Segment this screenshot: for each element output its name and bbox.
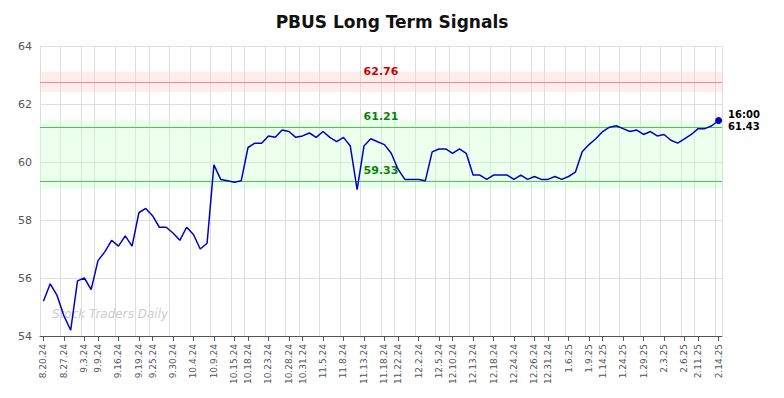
svg-text:2.6.25: 2.6.25 <box>679 344 689 373</box>
svg-text:PBUS Long Term Signals: PBUS Long Term Signals <box>276 12 509 32</box>
svg-text:12.13.24: 12.13.24 <box>468 344 478 384</box>
svg-text:10.15.24: 10.15.24 <box>229 344 239 384</box>
svg-text:60: 60 <box>18 156 32 169</box>
svg-text:9.19.24: 9.19.24 <box>134 344 144 379</box>
svg-text:54: 54 <box>18 330 32 343</box>
svg-text:8.20.24: 8.20.24 <box>38 344 48 379</box>
svg-text:9.30.24: 9.30.24 <box>168 344 178 379</box>
svg-text:8.27.24: 8.27.24 <box>59 344 69 379</box>
svg-text:12.31.24: 12.31.24 <box>543 344 553 384</box>
svg-text:61.43: 61.43 <box>728 121 760 132</box>
svg-text:Stock Traders Daily: Stock Traders Daily <box>52 307 169 321</box>
svg-text:1.24.25: 1.24.25 <box>618 344 628 378</box>
svg-text:10.28.24: 10.28.24 <box>284 344 294 384</box>
svg-text:10.9.24: 10.9.24 <box>209 344 219 379</box>
svg-text:62.76: 62.76 <box>364 65 399 78</box>
svg-text:9.3.24: 9.3.24 <box>79 344 89 373</box>
svg-text:11.13.24: 11.13.24 <box>359 344 369 384</box>
svg-text:9.25.24: 9.25.24 <box>148 344 158 379</box>
svg-text:12.26.24: 12.26.24 <box>529 344 539 384</box>
svg-text:10.18.24: 10.18.24 <box>243 344 253 384</box>
svg-text:61.21: 61.21 <box>364 110 399 123</box>
svg-text:11.18.24: 11.18.24 <box>379 344 389 384</box>
svg-text:1.9.25: 1.9.25 <box>584 344 594 373</box>
svg-text:12.18.24: 12.18.24 <box>489 344 499 384</box>
svg-text:11.8.24: 11.8.24 <box>338 344 348 379</box>
svg-text:10.4.24: 10.4.24 <box>188 344 198 379</box>
svg-text:58: 58 <box>18 214 32 227</box>
svg-text:2.3.25: 2.3.25 <box>659 344 669 373</box>
svg-text:1.14.25: 1.14.25 <box>598 344 608 378</box>
svg-text:10.23.24: 10.23.24 <box>263 344 273 384</box>
svg-text:1.6.25: 1.6.25 <box>564 344 574 373</box>
svg-text:12.5.24: 12.5.24 <box>434 344 444 379</box>
svg-text:9.16.24: 9.16.24 <box>113 344 123 379</box>
svg-text:2.14.25: 2.14.25 <box>714 344 724 378</box>
svg-text:12.2.24: 12.2.24 <box>414 344 424 379</box>
svg-text:2.11.25: 2.11.25 <box>693 344 703 378</box>
svg-text:12.10.24: 12.10.24 <box>448 344 458 384</box>
svg-text:10.31.24: 10.31.24 <box>298 344 308 384</box>
svg-text:11.5.24: 11.5.24 <box>318 344 328 379</box>
svg-text:62: 62 <box>18 98 32 111</box>
svg-text:56: 56 <box>18 272 32 285</box>
svg-text:64: 64 <box>18 40 32 53</box>
svg-text:59.33: 59.33 <box>364 164 399 177</box>
svg-text:1.29.25: 1.29.25 <box>639 344 649 378</box>
svg-text:9.9.24: 9.9.24 <box>93 344 103 373</box>
svg-text:12.24.24: 12.24.24 <box>509 344 519 384</box>
svg-text:11.22.24: 11.22.24 <box>393 344 403 384</box>
svg-text:16:00: 16:00 <box>728 109 760 120</box>
